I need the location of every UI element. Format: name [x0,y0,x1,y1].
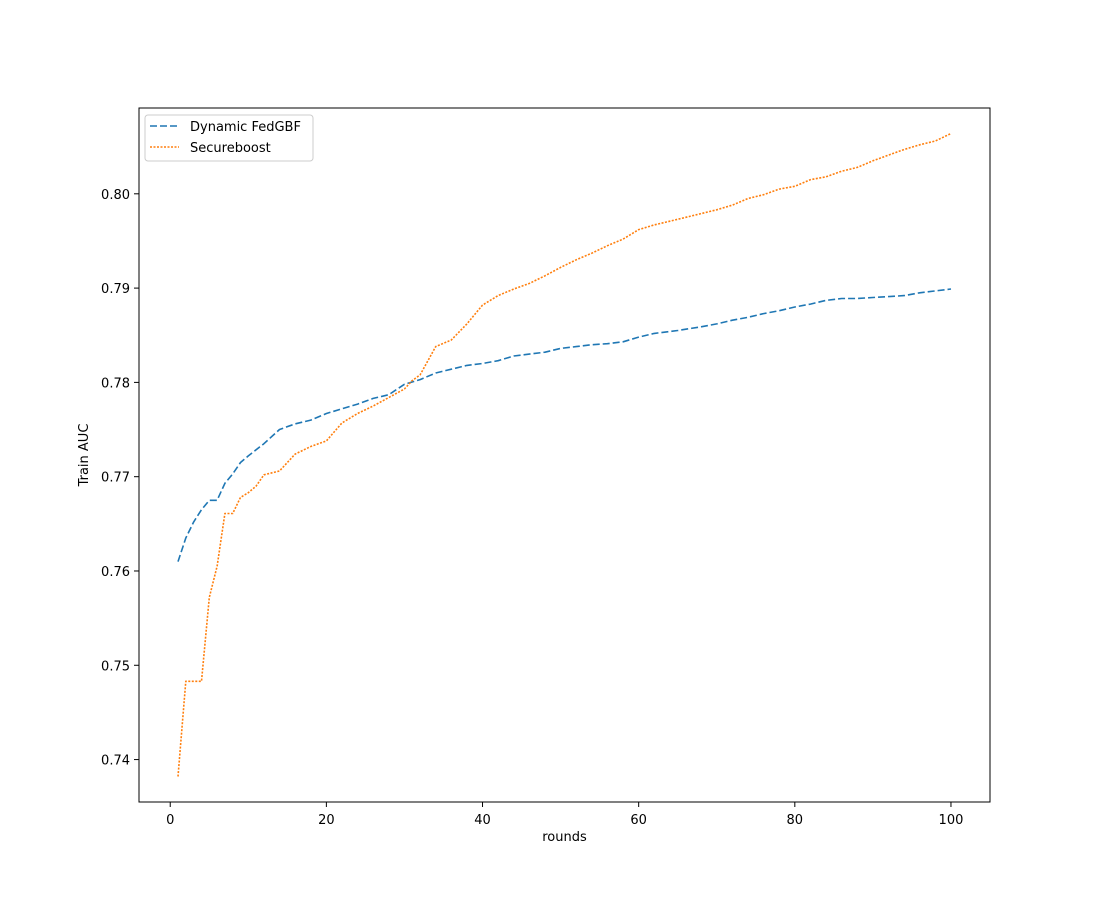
x-tick-label: 20 [318,813,335,828]
legend-label-1: Dynamic FedGBF [190,120,301,135]
legend-label-2: Secureboost [190,141,271,156]
x-tick-label: 60 [630,813,647,828]
y-tick-label: 0.74 [101,754,130,769]
y-tick-label: 0.76 [101,565,130,580]
legend-box [144,114,314,162]
y-tick-label: 0.77 [101,471,130,486]
y-tick-label: 0.75 [101,659,130,674]
plot-area [177,132,952,777]
x-axis-label: rounds [542,830,587,845]
x-tick-label: 0 [166,813,174,828]
legend: Dynamic FedGBF Secureboost [144,114,314,162]
x-axis: 0 20 40 60 80 100 [166,802,963,828]
plot-frame [138,107,991,803]
series-line-2 [177,132,952,777]
y-axis: 0.74 0.75 0.76 0.77 0.78 0.79 0.80 [101,188,139,769]
series-line-1 [177,288,952,562]
y-tick-label: 0.79 [101,282,130,297]
y-tick-label: 0.80 [101,188,130,203]
y-tick-label: 0.78 [101,376,130,391]
x-tick-label: 40 [474,813,491,828]
x-tick-label: 80 [787,813,804,828]
x-tick-label: 100 [939,813,964,828]
y-axis-label: Train AUC [77,424,92,488]
